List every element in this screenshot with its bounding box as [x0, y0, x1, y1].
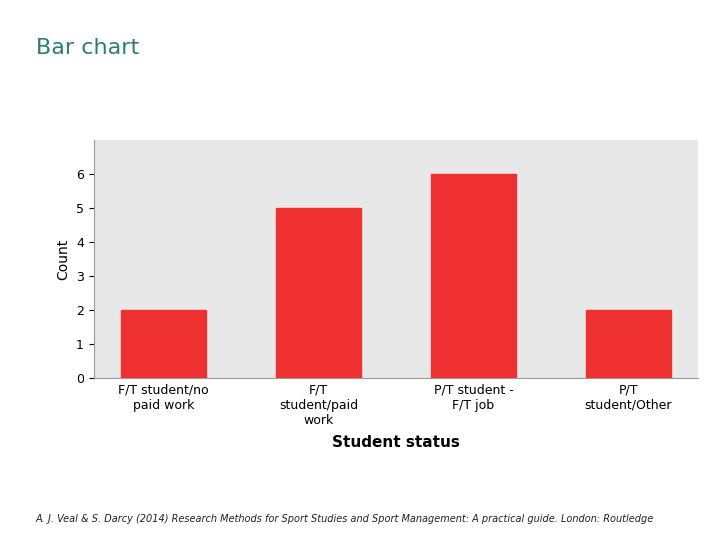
Text: A. J. Veal & S. Darcy (2014) Research Methods for Sport Studies and Sport Manage: A. J. Veal & S. Darcy (2014) Research Me… — [36, 514, 654, 524]
Text: Bar chart: Bar chart — [36, 38, 139, 58]
Y-axis label: Count: Count — [56, 239, 71, 280]
Bar — [121, 310, 206, 378]
Bar — [586, 310, 671, 378]
Bar — [276, 208, 361, 378]
Bar — [431, 174, 516, 378]
X-axis label: Student status: Student status — [332, 435, 460, 450]
